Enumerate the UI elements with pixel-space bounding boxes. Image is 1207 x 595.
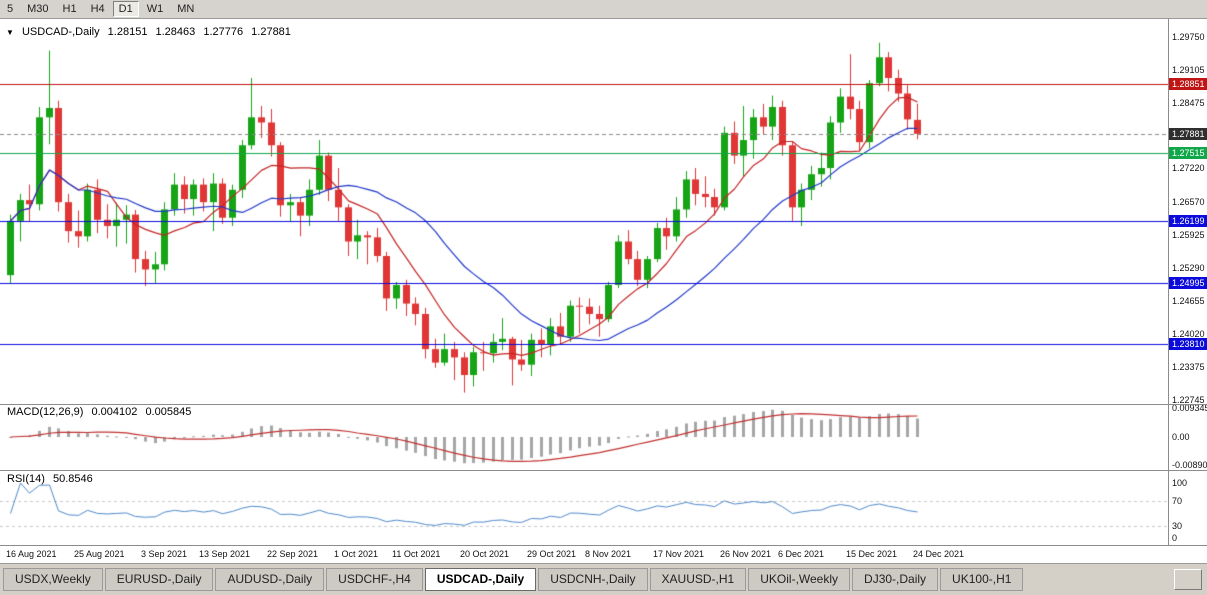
date-label: 1 Oct 2021 <box>334 549 379 559</box>
ohlc-close: 1.27881 <box>251 26 291 38</box>
timeframe-button-m30[interactable]: M30 <box>27 3 49 15</box>
tab-ukoil-weekly[interactable]: UKOil-,Weekly <box>748 568 851 591</box>
tab-scroll-area[interactable] <box>1174 569 1202 590</box>
tab-usdcad-daily[interactable]: USDCAD-,Daily <box>424 568 537 591</box>
price-axis-tag: 1.23810 <box>1169 338 1207 351</box>
macd-signal-value: 0.005845 <box>145 406 192 418</box>
timeframe-button-h4[interactable]: H4 <box>90 3 105 15</box>
date-label: 25 Aug 2021 <box>74 549 125 559</box>
chart-tabs: USDX,Weekly EURUSD-,Daily AUDUSD-,Daily USD… <box>0 563 1207 595</box>
price-axis-tag: 1.24995 <box>1169 277 1207 290</box>
macd-axis-label: -0.00890 <box>1172 459 1207 470</box>
timeframe-toolbar: 5 M30 H1 H4 D1 W1 MN <box>0 0 1207 19</box>
rsi-name: RSI(14) <box>7 473 45 485</box>
price-axis-label: 1.23375 <box>1172 362 1205 372</box>
timeframe-button-w1[interactable]: W1 <box>146 3 164 15</box>
ohlc-low: 1.27776 <box>203 26 244 38</box>
macd-axis-label: 0.009345 <box>1172 403 1207 414</box>
chart-symbol-label: USDCAD-,Daily <box>21 26 100 38</box>
rsi-indicator-label: RSI(14) 50.8546 <box>7 473 98 485</box>
price-axis[interactable]: 1.29750 1.29105 1.28475 1.27220 1.26570 1.259… <box>1169 19 1207 545</box>
tab-eurusd-daily[interactable]: EURUSD-,Daily <box>104 568 214 591</box>
rsi-axis-label: 30 <box>1172 520 1183 531</box>
tab-audusd-daily[interactable]: AUDUSD-,Daily <box>215 568 325 591</box>
timeframe-button-d1[interactable]: D1 <box>112 1 139 17</box>
macd-indicator-label: MACD(12,26,9) 0.004102 0.005845 <box>7 406 196 418</box>
price-axis-tag: 1.28851 <box>1169 77 1207 90</box>
tab-uk100-h1[interactable]: UK100-,H1 <box>940 568 1024 591</box>
price-axis-label: 1.22745 <box>1172 394 1205 405</box>
rsi-value: 50.8546 <box>52 473 93 485</box>
price-axis-tag: 1.26199 <box>1169 214 1207 227</box>
date-label: 22 Sep 2021 <box>267 549 319 559</box>
price-axis-label: 1.27220 <box>1172 163 1205 174</box>
rsi-axis-label: 70 <box>1172 496 1183 507</box>
date-label: 16 Aug 2021 <box>6 549 57 559</box>
ohlc-high: 1.28463 <box>155 26 196 38</box>
date-label: 6 Dec 2021 <box>778 549 825 559</box>
axis-border <box>1168 19 1169 545</box>
timeframe-button-h1[interactable]: H1 <box>62 3 77 15</box>
pane-divider[interactable] <box>0 470 1207 471</box>
timeframe-button-mn[interactable]: MN <box>177 3 195 15</box>
tab-xauusd-h1[interactable]: XAUUSD-,H1 <box>649 568 747 591</box>
price-axis-label: 1.25925 <box>1172 230 1205 241</box>
timeframe-button-5[interactable]: 5 <box>7 3 14 15</box>
macd-name: MACD(12,26,9) <box>7 406 84 418</box>
date-label: 29 Oct 2021 <box>527 549 577 559</box>
pane-divider[interactable] <box>0 404 1207 405</box>
price-axis-tag: 1.27881 <box>1169 127 1207 140</box>
rsi-axis-label: 100 <box>1172 478 1188 488</box>
chart-title: ▼ USDCAD-,Daily 1.28151 1.28463 1.27776 … <box>6 26 296 38</box>
ohlc-open: 1.28151 <box>107 26 148 38</box>
one-click-trading-arrow-icon[interactable]: ▼ <box>6 28 14 37</box>
date-label: 11 Oct 2021 <box>392 549 441 559</box>
price-axis-label: 1.29750 <box>1172 32 1205 43</box>
date-label: 3 Sep 2021 <box>141 549 188 559</box>
tab-usdx-weekly[interactable]: USDX,Weekly <box>3 568 103 591</box>
date-label: 20 Oct 2021 <box>460 549 510 559</box>
price-axis-label: 1.25290 <box>1172 262 1205 273</box>
date-label: 17 Nov 2021 <box>653 549 705 559</box>
price-axis-label: 1.29105 <box>1172 65 1205 76</box>
rsi-axis-label: 0 <box>1172 533 1178 543</box>
tab-dj30-daily[interactable]: DJ30-,Daily <box>852 568 939 591</box>
chart-canvas[interactable] <box>0 19 1168 545</box>
date-label: 15 Dec 2021 <box>846 549 898 559</box>
date-label: 8 Nov 2021 <box>585 549 632 559</box>
tab-usdchf-h4[interactable]: USDCHF-,H4 <box>326 568 423 591</box>
macd-axis-label: 0.00 <box>1172 432 1190 442</box>
time-axis[interactable]: 16 Aug 2021 25 Aug 2021 3 Sep 2021 13 Sep 2… <box>0 545 1207 563</box>
date-label: 24 Dec 2021 <box>913 549 965 559</box>
date-label: 26 Nov 2021 <box>720 549 772 559</box>
tab-usdcnh-daily[interactable]: USDCNH-,Daily <box>538 568 648 591</box>
price-axis-label: 1.28475 <box>1172 98 1205 109</box>
price-axis-label: 1.24655 <box>1172 295 1205 306</box>
macd-main-value: 0.004102 <box>91 406 138 418</box>
price-axis-label: 1.24020 <box>1172 328 1205 339</box>
price-axis-label: 1.26570 <box>1172 196 1205 207</box>
date-label: 13 Sep 2021 <box>199 549 251 559</box>
price-axis-tag: 1.27515 <box>1169 146 1207 159</box>
